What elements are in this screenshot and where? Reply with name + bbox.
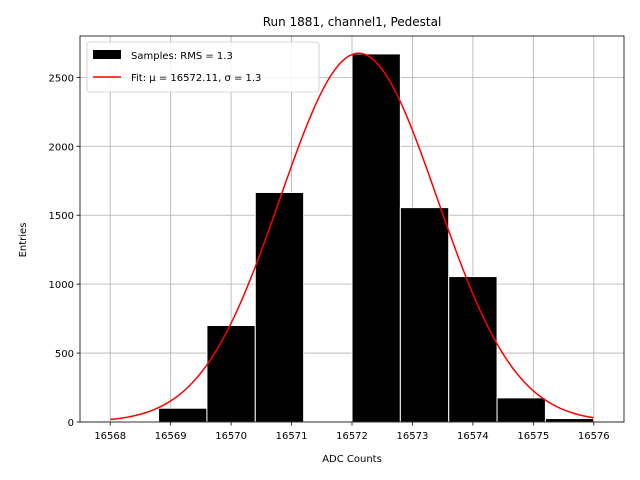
fit-curve-group bbox=[110, 52, 594, 421]
histogram-bar bbox=[158, 407, 208, 423]
legend-label: Samples: RMS = 1.3 bbox=[131, 51, 233, 62]
legend-bar-swatch bbox=[93, 50, 121, 59]
histogram-bar bbox=[399, 207, 450, 423]
legend-box bbox=[86, 41, 320, 93]
y-axis-label: Entries bbox=[18, 223, 29, 258]
x-axis-ticks: 16568 16569 16570 16571 16572 16573 16574 16575… bbox=[94, 422, 610, 442]
x-tick-label: 16568 bbox=[94, 431, 126, 442]
y-tick-label: 500 bbox=[55, 349, 74, 360]
chart-title: Run 1881, channel1, Pedestal bbox=[263, 15, 442, 29]
y-tick-label: 0 bbox=[68, 418, 74, 429]
histogram-bar bbox=[448, 276, 498, 423]
histogram-bar bbox=[544, 418, 595, 423]
bars bbox=[109, 53, 595, 423]
histogram-bar bbox=[351, 53, 401, 423]
legend: Samples: RMS = 1.3 Fit: μ = 16572.11, σ =… bbox=[86, 41, 320, 93]
x-tick-label: 16571 bbox=[276, 431, 308, 442]
x-axis-label: ADC Counts bbox=[322, 454, 382, 465]
histogram-bar bbox=[206, 325, 256, 423]
histogram-bar bbox=[254, 191, 305, 423]
x-tick-label: 16573 bbox=[397, 431, 429, 442]
y-tick-label: 2000 bbox=[49, 142, 74, 153]
x-tick-label: 16574 bbox=[457, 431, 489, 442]
x-tick-label: 16576 bbox=[578, 431, 610, 442]
x-tick-label: 16569 bbox=[155, 431, 187, 442]
fit-curve bbox=[110, 52, 594, 421]
y-axis-ticks: 0 500 1000 1500 2000 2500 bbox=[49, 73, 80, 429]
y-tick-label: 1500 bbox=[49, 211, 74, 222]
x-tick-label: 16570 bbox=[215, 431, 247, 442]
x-tick-label: 16572 bbox=[336, 431, 368, 442]
legend-label: Fit: μ = 16572.11, σ = 1.3 bbox=[131, 73, 261, 84]
x-tick-label: 16575 bbox=[517, 431, 549, 442]
histogram-bar bbox=[496, 397, 546, 423]
y-tick-label: 1000 bbox=[49, 280, 74, 291]
y-tick-label: 2500 bbox=[49, 73, 74, 84]
